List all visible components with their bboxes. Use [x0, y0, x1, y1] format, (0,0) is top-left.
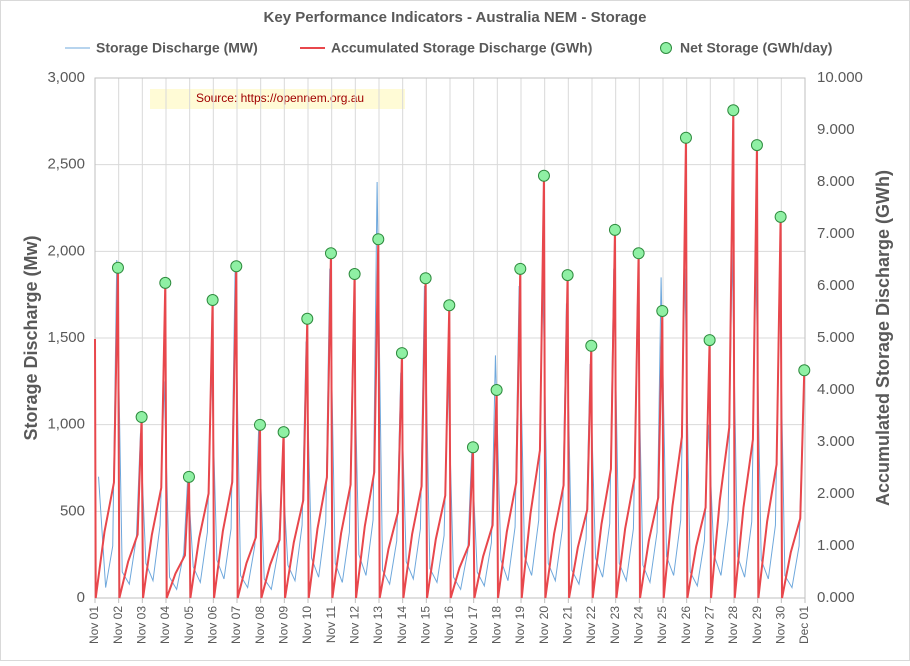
- x-tick-label: Nov 18: [490, 606, 504, 644]
- data-point: [561, 269, 574, 282]
- data-point: [798, 364, 811, 377]
- y2-tick-label: 10.000: [817, 69, 863, 86]
- x-tick-label: Nov 24: [632, 606, 646, 644]
- x-tick-label: Nov 13: [371, 606, 385, 644]
- data-point: [490, 384, 503, 396]
- y-tick-label: 2,500: [47, 156, 85, 173]
- x-tick-label: Nov 19: [513, 606, 527, 644]
- y2-tick-label: 1.000: [817, 537, 855, 554]
- data-point: [419, 272, 432, 285]
- x-tick-label: Nov 23: [608, 606, 622, 644]
- data-point: [395, 347, 408, 360]
- x-tick-label: Nov 01: [87, 606, 101, 644]
- annotation: Source: https://opennem.org.au: [196, 91, 364, 105]
- y2-axis-title: Accumulated Storage Discharge (GWh): [873, 170, 893, 506]
- y2-tick-label: 5.000: [817, 329, 855, 346]
- y2-tick-label: 7.000: [817, 225, 855, 242]
- data-point: [727, 104, 740, 117]
- y-tick-label: 1,000: [47, 416, 85, 433]
- y2-tick-label: 4.000: [817, 381, 855, 398]
- y2-tick-label: 8.000: [817, 173, 855, 190]
- y-tick-label: 1,500: [47, 329, 85, 346]
- x-tick-label: Nov 16: [442, 606, 456, 644]
- data-point: [372, 233, 385, 246]
- y-tick-label: 0: [77, 589, 85, 606]
- data-point: [608, 223, 621, 236]
- data-point: [443, 299, 456, 312]
- data-point: [585, 339, 598, 352]
- legend-label: Storage Discharge (MW): [96, 40, 258, 56]
- x-tick-label: Nov 12: [348, 606, 362, 644]
- data-point: [774, 210, 787, 223]
- data-point: [514, 262, 527, 275]
- data-point: [159, 276, 172, 289]
- data-point: [111, 261, 124, 274]
- data-point: [182, 470, 195, 483]
- data-point: [632, 247, 645, 260]
- data-point: [466, 441, 479, 454]
- y-axis-title: Storage Discharge (Mw): [21, 235, 41, 440]
- x-tick-label: Nov 25: [655, 606, 669, 644]
- data-point: [537, 169, 550, 182]
- x-tick-label: Nov 02: [111, 606, 125, 644]
- data-point: [277, 426, 290, 439]
- data-point: [230, 260, 243, 273]
- y2-tick-label: 3.000: [817, 433, 855, 450]
- data-point: [301, 312, 314, 325]
- data-point: [324, 247, 337, 260]
- x-tick-label: Nov 14: [395, 606, 409, 644]
- x-tick-label: Nov 22: [584, 606, 598, 644]
- x-tick-label: Nov 17: [466, 606, 480, 644]
- x-tick-label: Nov 28: [726, 606, 740, 644]
- legend-label: Net Storage (GWh/day): [680, 40, 832, 56]
- x-tick-label: Nov 21: [561, 606, 575, 644]
- x-tick-label: Nov 06: [206, 606, 220, 644]
- chart-title: Key Performance Indicators - Australia N…: [264, 9, 647, 26]
- data-point: [703, 334, 716, 347]
- legend-label: Accumulated Storage Discharge (GWh): [331, 40, 592, 56]
- data-point: [206, 294, 219, 307]
- data-point: [679, 131, 692, 144]
- x-tick-label: Nov 03: [135, 606, 149, 644]
- data-point: [750, 139, 763, 152]
- y-tick-label: 2,000: [47, 242, 85, 259]
- y2-tick-label: 2.000: [817, 485, 855, 502]
- data-point: [253, 418, 266, 431]
- x-tick-label: Nov 08: [253, 606, 267, 644]
- y-tick-label: 500: [60, 502, 85, 519]
- x-tick-label: Dec 01: [797, 606, 811, 644]
- y-tick-label: 3,000: [47, 69, 85, 86]
- data-point: [135, 411, 148, 424]
- x-tick-label: Nov 07: [229, 606, 243, 644]
- x-tick-label: Nov 09: [277, 606, 291, 644]
- x-tick-label: Nov 05: [182, 606, 196, 644]
- x-tick-label: Nov 30: [774, 606, 788, 644]
- x-tick-label: Nov 20: [537, 606, 551, 644]
- x-tick-label: Nov 15: [419, 606, 433, 644]
- data-point: [656, 304, 669, 317]
- y2-tick-label: 6.000: [817, 277, 855, 294]
- y2-tick-label: 0.000: [817, 589, 855, 606]
- x-tick-label: Nov 29: [750, 606, 764, 644]
- x-tick-label: Nov 11: [324, 606, 338, 643]
- x-tick-label: Nov 04: [158, 606, 172, 644]
- y2-tick-label: 9.000: [817, 121, 855, 138]
- data-point: [348, 268, 361, 281]
- x-tick-label: Nov 26: [679, 606, 693, 644]
- x-tick-label: Nov 27: [703, 606, 717, 644]
- x-tick-label: Nov 10: [300, 606, 314, 644]
- legend-swatch: [660, 42, 672, 54]
